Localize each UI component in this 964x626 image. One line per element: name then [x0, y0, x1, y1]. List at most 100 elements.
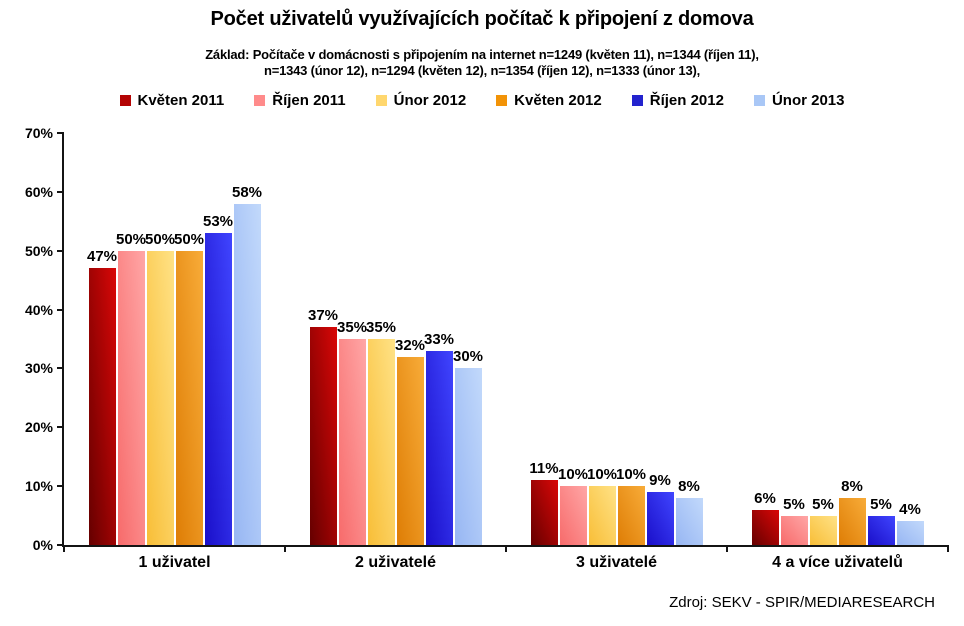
y-axis-tick [57, 367, 64, 370]
bar: 33% [424, 331, 454, 545]
bar-value-label: 50% [115, 230, 147, 248]
bar: 53% [203, 213, 233, 545]
bar: 35% [337, 319, 367, 545]
x-axis-tick [505, 545, 507, 552]
bar-value-label: 35% [336, 319, 368, 336]
bar-value-label: 50% [144, 230, 176, 248]
y-axis-tick [57, 249, 64, 252]
bar: 8% [838, 478, 866, 545]
bar: 10% [587, 466, 617, 545]
legend-swatch-icon [631, 95, 643, 106]
bar-value-label: 53% [202, 213, 234, 231]
bar-value-label: 35% [365, 319, 397, 336]
legend-item: Květen 2011 [119, 92, 225, 109]
bar-value-label: 50% [173, 230, 205, 248]
bar-value-label: 8% [841, 477, 863, 495]
bar-value-label: 37% [307, 307, 339, 325]
bar: 35% [366, 319, 396, 545]
bar: 4% [896, 501, 924, 545]
category-label: 4 a více uživatelů [772, 554, 903, 571]
x-axis-tick [947, 545, 949, 552]
legend-item: Únor 2012 [375, 92, 466, 109]
category-axis-labels: 1 uživatel 2 uživatelé 3 uživatelé 4 a více… [64, 554, 948, 572]
bar-value-label: 5% [783, 495, 805, 513]
bar: 11% [529, 460, 559, 545]
bar: 10% [616, 466, 646, 545]
bar: 50% [116, 231, 146, 545]
bar-value-label: 47% [86, 248, 118, 266]
category-label: 3 uživatelé [576, 554, 657, 571]
bar-value-label: 6% [754, 489, 776, 507]
bar: 8% [675, 478, 703, 545]
y-axis-tick [57, 132, 64, 134]
bar: 47% [87, 248, 117, 545]
y-axis-label: 20% [24, 419, 53, 436]
bar-value-label: 33% [423, 330, 455, 348]
bar: 30% [453, 348, 483, 545]
bar: 10% [558, 466, 588, 545]
legend-swatch-icon [254, 95, 266, 106]
legend-label: Únor 2013 [771, 92, 845, 109]
subtitle-line-1: Základ: Počítače v domácnosti s připojen… [205, 47, 759, 62]
y-axis-label: 40% [24, 301, 53, 318]
legend-swatch-icon [375, 95, 387, 106]
legend-label: Květen 2012 [514, 92, 602, 109]
bar: 50% [145, 231, 175, 545]
legend-swatch-icon [119, 95, 131, 106]
legend-label: Květen 2011 [137, 92, 225, 109]
bar-groups: 47% 50% 50% 50% 53% 58% 37% 35% 35% 32% 33% 30% 11% 1… [64, 133, 948, 545]
y-axis-tick [57, 485, 64, 488]
y-axis-label: 0% [32, 537, 53, 553]
bar-value-label: 8% [678, 477, 700, 495]
x-axis-tick [63, 545, 65, 552]
y-axis-tick [57, 308, 64, 311]
legend-label: Říjen 2012 [649, 92, 724, 109]
bar-value-label: 32% [394, 336, 426, 354]
bar-value-label: 30% [452, 348, 484, 366]
bar: 50% [174, 231, 204, 545]
bar-group: 11% 10% 10% 10% 9% 8% [506, 133, 727, 545]
x-axis-tick [726, 545, 728, 552]
bar: 9% [646, 472, 674, 545]
category-label: 2 uživatelé [355, 554, 436, 571]
source-note: Zdroj: SEKV - SPIR/MEDIARESEARCH [669, 594, 935, 611]
chart-subtitle: Základ: Počítače v domácnosti s připojen… [0, 47, 964, 79]
bar: 6% [751, 490, 779, 545]
category-label: 1 uživatel [138, 554, 211, 571]
bar-group: 47% 50% 50% 50% 53% 58% [64, 133, 285, 545]
bar-value-label: 5% [812, 495, 834, 513]
bar: 37% [308, 307, 338, 545]
legend-item: Říjen 2011 [254, 92, 346, 109]
bar-value-label: 5% [870, 495, 892, 513]
bar-value-label: 10% [615, 466, 647, 484]
legend: Květen 2011 Říjen 2011 Únor 2012 Květen 201… [0, 92, 964, 109]
y-axis-label: 60% [24, 183, 53, 200]
bar-value-label: 10% [586, 466, 618, 484]
subtitle-line-2: n=1343 (únor 12), n=1294 (květen 12), n=… [263, 63, 701, 78]
bar-value-label: 9% [649, 472, 671, 490]
bar: 5% [809, 496, 837, 545]
legend-swatch-icon [496, 95, 508, 106]
bar: 32% [395, 337, 425, 545]
legend-swatch-icon [753, 95, 765, 106]
chart-title: Počet uživatelů využívajících počítač k … [210, 8, 754, 30]
bar: 58% [232, 184, 262, 545]
legend-item: Únor 2013 [753, 92, 845, 109]
y-axis-label: 50% [24, 242, 53, 259]
bar-group: 37% 35% 35% 32% 33% 30% [285, 133, 506, 545]
bar: 5% [867, 496, 895, 545]
y-axis-label: 30% [24, 360, 53, 377]
x-axis-tick [284, 545, 286, 552]
y-axis-tick [57, 190, 64, 193]
y-axis-label: 70% [24, 125, 53, 141]
legend-label: Říjen 2011 [272, 92, 346, 109]
bar: 5% [780, 496, 808, 545]
bar-value-label: 10% [557, 466, 589, 484]
y-axis-tick [57, 544, 64, 546]
y-axis-tick [57, 426, 64, 429]
bar-value-label: 58% [231, 183, 263, 201]
legend-item: Říjen 2012 [631, 92, 724, 109]
bar-value-label: 11% [529, 460, 559, 478]
bar-value-label: 4% [899, 501, 921, 519]
